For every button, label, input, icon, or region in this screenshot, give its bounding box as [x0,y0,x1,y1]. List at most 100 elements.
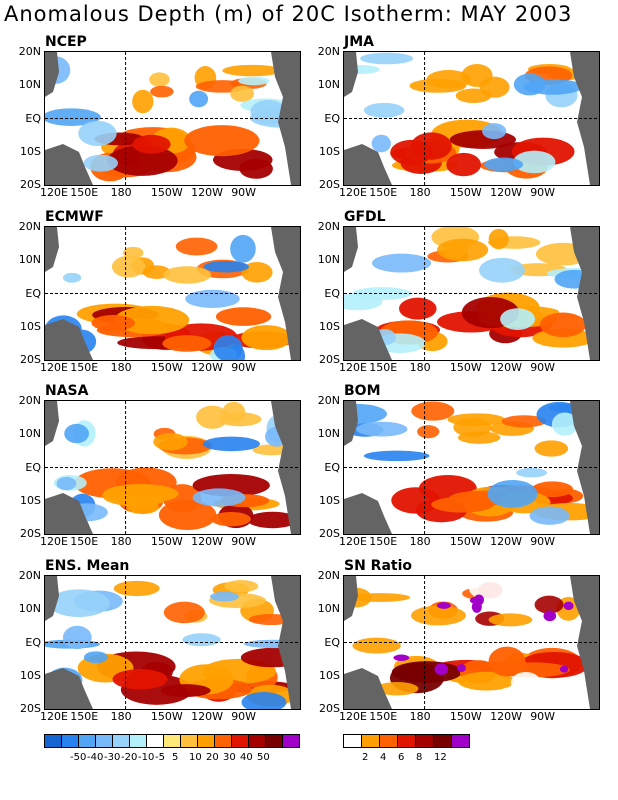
warm-anomaly [175,237,218,256]
map-panel-7 [44,575,301,710]
anomaly-field [45,227,300,360]
warm-anomaly [163,601,205,624]
warm-anomaly [123,246,144,259]
asia-coast [45,52,59,97]
x-tick-label: 90W [530,710,556,723]
x-tick-label: 150E [369,361,398,374]
anomaly-colorbar [44,734,300,748]
y-tick-label: 20N [317,45,340,58]
colorbar-label: -20 [121,752,138,763]
colorbar-swatch [362,735,380,747]
x-tick-label: 180 [110,710,132,723]
cool-anomaly [62,625,92,650]
x-tick-label: 150W [150,710,183,723]
x-tick-label: 150E [70,535,99,548]
x-tick-label: 90W [231,710,257,723]
colorbar-swatch [380,735,398,747]
cool-anomaly [513,73,546,96]
warm-anomaly [222,64,282,77]
warm-anomaly [241,262,273,283]
anomaly-contours [45,56,300,185]
y-tick-label: 10N [317,78,340,92]
x-tick-label: 150W [449,361,482,374]
cool-anomaly [213,335,243,360]
anomaly-contours [344,576,589,709]
y-tick-label: EQ [25,286,41,300]
x-tick-label: 90W [530,361,556,374]
y-tick-label: 10N [18,78,41,92]
y-tick-label: 20N [18,569,41,582]
warm-anomaly [215,307,272,326]
y-tick-label: 10N [317,253,340,267]
warm-anomaly [160,684,211,698]
x-tick-label: 150E [70,361,99,374]
map-panel-4 [343,226,600,361]
y-tick-label: 20S [20,702,41,715]
cool-anomaly [360,52,414,65]
y-tick-label: 10N [317,602,340,616]
x-tick-label: 120E [40,186,68,199]
warm-anomaly [114,305,190,335]
colorbar-swatch [164,735,181,747]
warm-anomaly [410,132,452,160]
high-sn-spot [393,654,410,661]
y-tick-label: 10N [317,427,340,441]
cool-anomaly [185,289,240,308]
anomaly-field [45,52,300,185]
high-sn-spot [543,610,557,622]
cool-anomaly [192,488,246,507]
anomaly-contours [344,52,587,179]
colorbar-swatch [215,735,232,747]
x-tick-label: 150E [70,186,99,199]
warm-anomaly [112,669,168,690]
map-panel-8 [343,575,600,710]
warm-anomaly [488,228,509,250]
asia-coast [45,401,59,446]
x-tick-label: 120E [339,361,367,374]
colorbar-label: -10 [138,752,155,763]
map-panel-6 [343,400,600,535]
y-tick-label: 10S [20,493,41,507]
warm-anomaly [211,511,251,527]
warm-anomaly [150,85,174,98]
anomaly-contours [344,227,599,354]
cool-anomaly [62,272,82,283]
cool-anomaly [83,154,118,172]
warm-anomaly [539,312,587,338]
colorbar-label: 5 [172,752,179,763]
asia-coast [45,227,59,272]
warm-anomaly [91,314,135,331]
warm-anomaly [241,325,292,351]
colorbar-swatch [344,735,362,747]
x-tick-label: 180 [110,186,132,199]
colorbar-label: 6 [398,752,405,763]
colorbar-label: -40 [87,752,104,763]
warm-anomaly [132,89,154,114]
x-tick-label: 120E [40,710,68,723]
panel-title: NCEP [45,34,87,50]
cool-anomaly [372,253,432,273]
y-tick-label: 10S [319,668,340,682]
y-tick-label: EQ [25,635,41,649]
x-tick-label: 120W [490,710,523,723]
x-tick-label: 120E [339,710,367,723]
y-tick-label: 10S [20,144,41,158]
panel-title: JMA [344,34,374,50]
x-tick-label: 90W [231,186,257,199]
cool-anomaly [479,257,525,283]
warm-anomaly [184,125,260,157]
warm-anomaly [252,444,292,456]
cool-anomaly [475,696,533,709]
y-tick-label: 10S [20,668,41,682]
colorbar-label: 50 [257,752,270,763]
cool-anomaly [202,436,260,452]
cool-anomaly [363,450,430,462]
x-tick-label: 180 [110,361,132,374]
anomaly-field [344,227,599,360]
x-tick-label: 150E [70,710,99,723]
y-tick-label: 20S [319,527,340,540]
warm-anomaly [426,70,472,89]
high-sn-spot [434,663,449,675]
colorbar-swatch [416,735,434,747]
y-tick-label: EQ [324,460,340,474]
